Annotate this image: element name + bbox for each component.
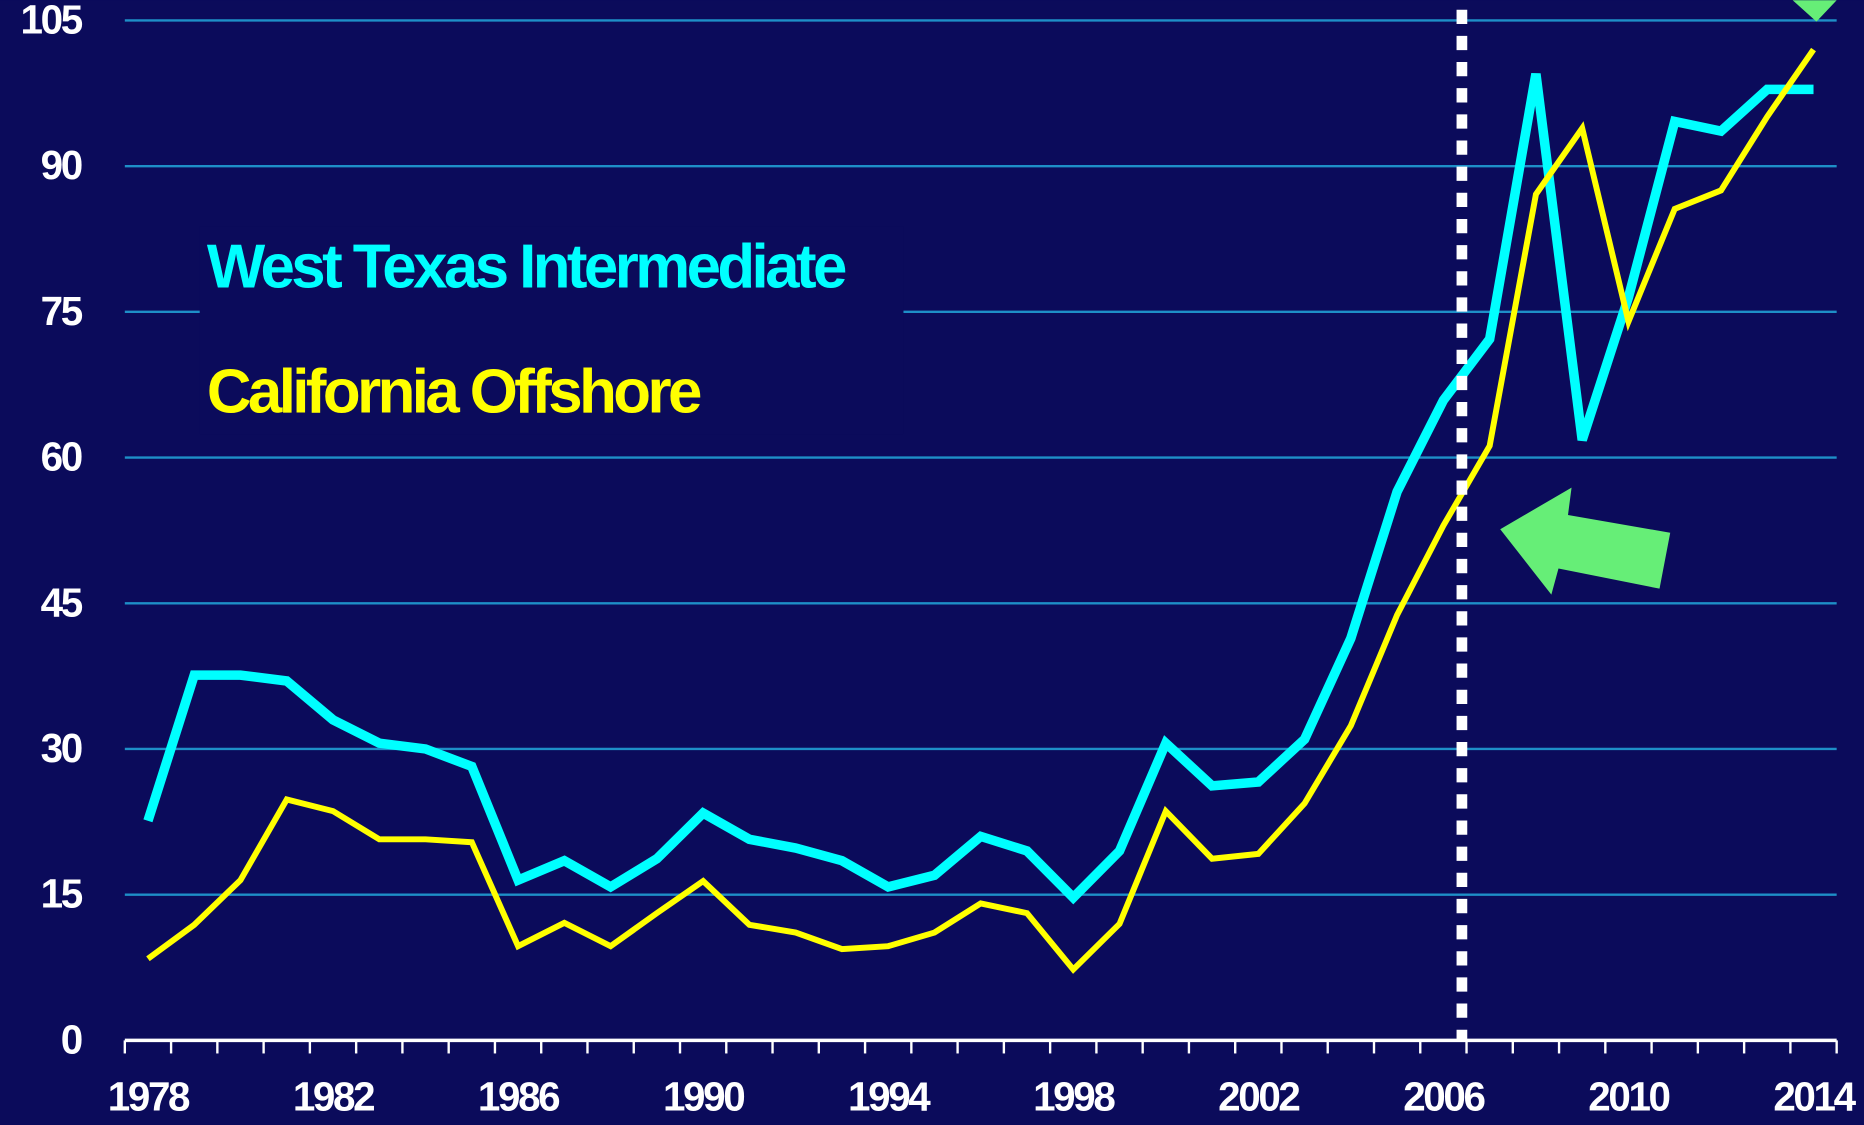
x-tick-label: 1994 — [848, 1073, 931, 1119]
plot — [143, 47, 1816, 974]
x-tick-label: 1982 — [293, 1073, 374, 1119]
x-tick-label: 2010 — [1588, 1073, 1669, 1119]
arrow — [1500, 487, 1671, 595]
y-tick-label: 45 — [41, 579, 83, 625]
x-tick-label: 1990 — [663, 1073, 744, 1119]
x-tick-label: 2006 — [1403, 1073, 1485, 1119]
x-tick-label: 2002 — [1218, 1073, 1299, 1119]
y-tick-label: 15 — [41, 871, 83, 917]
line-series — [143, 73, 1814, 905]
x-tick-label: 2014 — [1773, 1073, 1856, 1119]
y-tick-label: 90 — [41, 142, 82, 188]
legend-background — [199, 226, 904, 435]
y-tick-label: 75 — [41, 288, 83, 334]
x-tick-label: 1986 — [478, 1073, 560, 1119]
legend-label: West Texas Intermediate — [207, 233, 846, 302]
x-tick-label: 1998 — [1033, 1073, 1115, 1119]
arrow — [1792, 0, 1837, 22]
x-tick-label: 1978 — [108, 1073, 190, 1119]
line-series — [146, 47, 1816, 974]
y-tick-label: 60 — [41, 434, 82, 480]
y-tick-label: 0 — [61, 1016, 82, 1062]
y-tick-label: 30 — [41, 725, 82, 771]
y-tick-label: 105 — [21, 0, 83, 42]
legend-label: California Offshore — [207, 357, 701, 426]
